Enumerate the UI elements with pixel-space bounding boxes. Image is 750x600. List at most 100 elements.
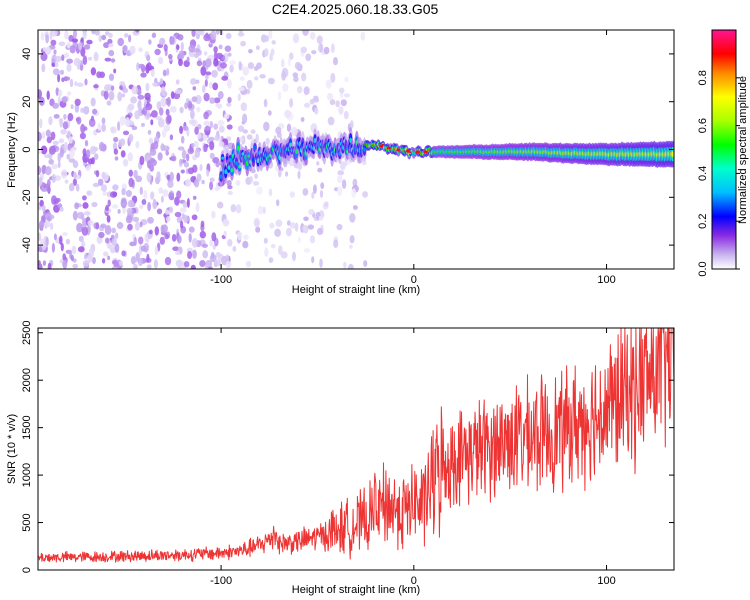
heatmap-cell <box>190 264 196 269</box>
heatmap-cell <box>117 37 124 47</box>
heatmap-cell <box>134 221 141 231</box>
heatmap-cell <box>209 177 215 183</box>
heatmap-cell <box>81 240 86 248</box>
heatmap-cell <box>242 113 248 124</box>
heatmap-cell <box>70 254 74 262</box>
heatmap-cell <box>38 263 43 269</box>
heatmap-cell <box>203 120 211 127</box>
heatmap-cell <box>171 155 177 162</box>
heatmap-cell <box>175 250 181 256</box>
heatmap-cell <box>343 93 350 98</box>
heatmap-cell <box>156 171 161 179</box>
heatmap-cell <box>317 167 323 173</box>
heatmap-cell <box>45 34 49 44</box>
heatmap-cell <box>194 148 201 158</box>
heatmap-cell <box>90 115 95 122</box>
heatmap-cell <box>66 63 72 72</box>
heatmap-cell <box>121 188 126 196</box>
heatmap-cell <box>191 96 198 103</box>
heatmap-cell <box>150 69 155 77</box>
heatmap-cell <box>128 133 134 143</box>
heatmap-cell <box>300 117 305 122</box>
heatmap-cell <box>69 78 74 88</box>
heatmap-cell <box>80 213 85 221</box>
heatmap-cell <box>242 129 248 134</box>
heatmap-cell <box>92 108 98 115</box>
heatmap-cell <box>349 120 354 129</box>
heatmap-cell <box>147 129 152 135</box>
heatmap-cell <box>151 110 158 118</box>
heatmap-cell <box>42 260 47 266</box>
heatmap-cell <box>256 186 263 195</box>
heatmap-cell <box>64 179 69 184</box>
heatmap-cell <box>183 261 190 268</box>
heatmap-ridge-core <box>224 169 228 175</box>
heatmap-cell <box>349 244 353 249</box>
x-tick-label: -100 <box>210 575 232 587</box>
heatmap-cell <box>183 215 189 223</box>
colorbar-tick-label: 0.2 <box>697 214 709 229</box>
heatmap-cell <box>113 68 117 74</box>
heatmap-cell <box>154 48 161 56</box>
y-tick-label: 2500 <box>21 321 33 345</box>
heatmap-cell <box>180 41 184 51</box>
heatmap-cell <box>209 81 213 89</box>
heatmap-cell <box>174 211 182 218</box>
colorbar-tick-label: 0.6 <box>697 118 709 133</box>
heatmap-cell <box>238 86 245 92</box>
snr-x-ticks: -100 0 100 <box>210 328 616 587</box>
heatmap-cell <box>209 152 215 160</box>
heatmap-cell <box>58 138 65 144</box>
heatmap-cell <box>191 214 198 221</box>
heatmap-cell <box>66 91 72 96</box>
heatmap-cell <box>271 40 276 45</box>
heatmap-cell <box>127 152 133 162</box>
heatmap-cell <box>311 50 317 55</box>
x-tick-label: 0 <box>411 274 417 286</box>
heatmap-cell <box>111 227 117 234</box>
heatmap-cell <box>86 190 92 196</box>
heatmap-cell <box>100 184 108 192</box>
colorbar-tick-label: 0.0 <box>697 261 709 276</box>
heatmap-cell <box>129 45 136 55</box>
heatmap-cell <box>171 234 177 242</box>
heatmap-cell <box>262 206 266 214</box>
heatmap-cell <box>223 113 230 120</box>
heatmap-cell <box>253 217 260 228</box>
heatmap-cell <box>81 226 89 236</box>
heatmap-cell <box>348 263 354 269</box>
heatmap-cell <box>187 167 195 175</box>
heatmap-cell <box>158 56 164 65</box>
heatmap-cell <box>152 82 158 87</box>
heatmap-cell <box>88 118 96 127</box>
heatmap-cell <box>179 158 183 166</box>
heatmap-cell <box>224 45 232 52</box>
y-tick-label: 40 <box>21 48 33 60</box>
heatmap-cell <box>60 169 68 179</box>
heatmap-cell <box>128 169 133 177</box>
heatmap-cell <box>267 110 272 116</box>
heatmap-cell <box>188 119 196 125</box>
heatmap-cell <box>264 247 269 258</box>
heatmap-cell <box>105 204 109 212</box>
heatmap-cell <box>300 46 308 53</box>
heatmap-cell <box>215 251 221 258</box>
snr-y-ticks: 0 500 1000 1500 2000 2500 <box>21 321 674 573</box>
heatmap-cell <box>336 223 343 231</box>
heatmap-cell <box>45 166 52 176</box>
heatmap-cell <box>307 224 315 230</box>
heatmap-cell <box>60 242 64 252</box>
heatmap-cell <box>275 219 283 227</box>
heatmap-cell <box>106 215 111 223</box>
heatmap-cell <box>135 141 140 149</box>
heatmap-cell <box>98 141 105 152</box>
heatmap-cell <box>254 173 258 179</box>
heatmap-cell <box>63 52 70 59</box>
heatmap-cell <box>213 58 219 67</box>
heatmap-cell <box>278 245 283 256</box>
heatmap-cell <box>124 117 130 127</box>
heatmap-cell <box>180 220 184 229</box>
heatmap-cell <box>83 106 90 115</box>
heatmap-y-axis-title: Frequency (Hz) <box>6 112 18 188</box>
heatmap-cell <box>162 189 169 197</box>
